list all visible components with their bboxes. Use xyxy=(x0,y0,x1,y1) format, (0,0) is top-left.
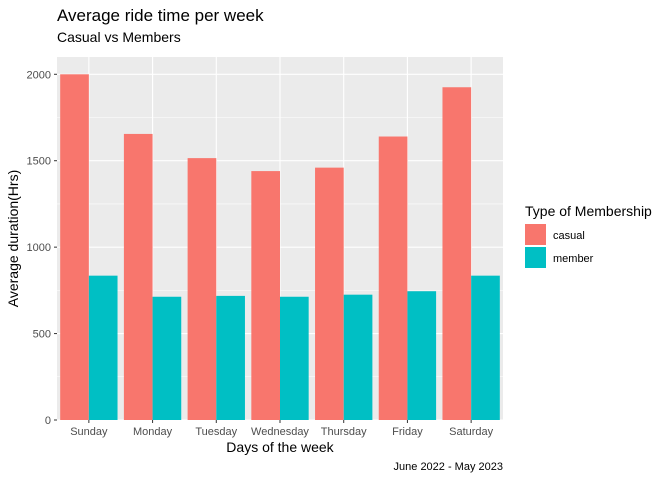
bar-casual-tuesday xyxy=(187,158,217,420)
bar-member-saturday xyxy=(471,275,500,420)
bar-member-monday xyxy=(152,296,182,420)
legend: Type of Membership casual member xyxy=(525,203,652,268)
x-tick-label: Sunday xyxy=(70,426,108,438)
bar-member-tuesday xyxy=(216,295,245,420)
legend-title: Type of Membership xyxy=(525,203,652,219)
y-tick-label: 2000 xyxy=(27,69,51,81)
bar-casual-friday xyxy=(378,136,408,420)
bar-casual-saturday xyxy=(442,87,472,420)
bar-member-sunday xyxy=(88,275,118,420)
legend-swatch-member xyxy=(525,247,546,268)
bar-casual-sunday xyxy=(60,74,89,421)
bar-casual-thursday xyxy=(315,167,344,420)
x-tick-label: Wednesday xyxy=(251,426,309,438)
x-tick-label: Saturday xyxy=(449,426,494,438)
bar-member-friday xyxy=(407,291,437,420)
legend-items: casual member xyxy=(525,224,594,268)
y-axis: 0 500 1000 1500 2000 xyxy=(27,69,57,427)
x-tick-label: Tuesday xyxy=(195,426,237,438)
bars xyxy=(60,74,500,421)
y-axis-title: Average duration(Hrs) xyxy=(5,170,21,307)
chart-subtitle: Casual vs Members xyxy=(57,29,181,45)
chart-caption: June 2022 - May 2023 xyxy=(394,461,503,473)
y-tick-label: 0 xyxy=(45,415,51,427)
y-tick-label: 1000 xyxy=(27,242,51,254)
legend-swatch-casual xyxy=(525,224,546,245)
y-tick-label: 500 xyxy=(33,329,51,341)
x-tick-label: Friday xyxy=(392,426,423,438)
legend-label-member: member xyxy=(553,253,594,265)
x-tick-label: Monday xyxy=(133,426,173,438)
bar-member-wednesday xyxy=(280,296,309,420)
x-axis-title: Days of the week xyxy=(226,439,334,455)
x-axis: Sunday Monday Tuesday Wednesday Thursday Frid… xyxy=(70,420,494,438)
bar-casual-monday xyxy=(123,133,153,420)
bar-member-thursday xyxy=(343,294,373,420)
bar-casual-wednesday xyxy=(251,171,280,420)
y-tick-label: 1500 xyxy=(27,156,51,168)
x-tick-label: Thursday xyxy=(321,426,367,438)
legend-label-casual: casual xyxy=(553,230,585,242)
chart-title: Average ride time per week xyxy=(57,6,264,25)
